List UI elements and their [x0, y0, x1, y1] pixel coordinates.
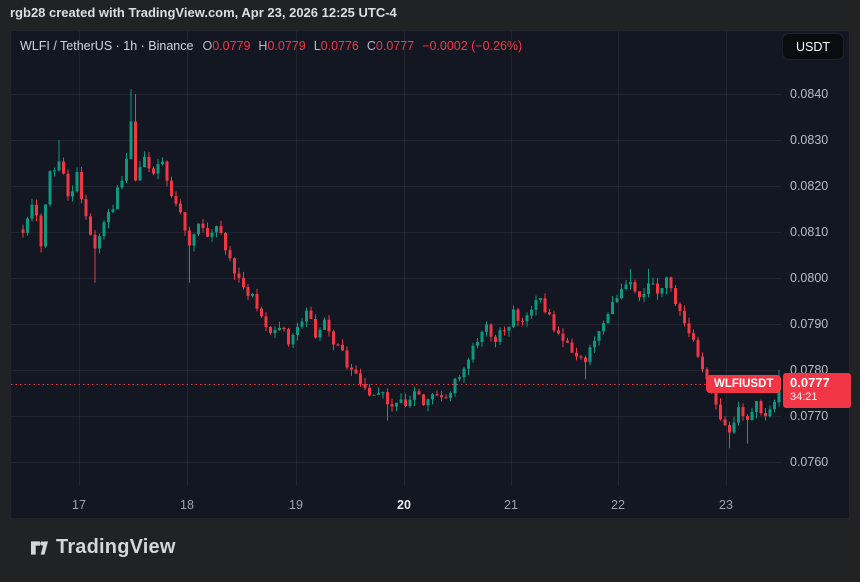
- price-axis-label: 0.0830: [790, 133, 829, 147]
- ohlc-item: O0.0779: [202, 39, 251, 53]
- bar-countdown: 34:21: [790, 391, 818, 403]
- last-price-value: 0.0777: [790, 375, 830, 390]
- ohlc-item: L0.0776: [313, 39, 359, 53]
- time-axis-label: 18: [180, 498, 194, 512]
- time-axis-label: 17: [72, 498, 86, 512]
- tradingview-logo-text: TradingView: [56, 536, 176, 558]
- time-axis-label: 20: [397, 498, 411, 512]
- tradingview-logo[interactable]: TradingView: [31, 536, 176, 559]
- price-change: −0.0002 (−0.26%): [422, 39, 523, 53]
- chart-panel: WLFI / TetherUS · 1h · Binance O0.0779 H0…: [10, 30, 851, 520]
- currency-toggle-button[interactable]: USDT: [781, 33, 844, 60]
- symbol-title[interactable]: WLFI / TetherUS · 1h · Binance: [20, 39, 194, 53]
- tradingview-logo-icon: [31, 540, 48, 555]
- chart-legend: WLFI / TetherUS · 1h · Binance O0.0779 H0…: [20, 39, 522, 53]
- price-axis-label: 0.0810: [790, 225, 829, 239]
- ohlc-item: C0.0777: [366, 39, 415, 53]
- time-axis-label: 21: [504, 498, 518, 512]
- time-axis-label: 22: [611, 498, 625, 512]
- attribution-text: rgb28 created with TradingView.com, Apr …: [10, 5, 397, 20]
- price-axis-label: 0.0770: [790, 409, 829, 423]
- price-axis-label: 0.0820: [790, 179, 829, 193]
- price-axis-label: 0.0760: [790, 455, 829, 469]
- last-price-axis-label: 0.0777 34:21: [783, 373, 851, 408]
- symbol-price-line-tag: WLFIUSDT: [706, 375, 782, 393]
- ohlc-item: H0.0779: [258, 39, 306, 53]
- price-axis-label: 0.0790: [790, 317, 829, 331]
- price-axis-label: 0.0800: [790, 271, 829, 285]
- time-axis-label: 19: [289, 498, 303, 512]
- time-axis-label: 23: [719, 498, 733, 512]
- ohlc-values: O0.0779 H0.0779 L0.0776 C0.0777: [202, 39, 422, 53]
- candlestick-chart[interactable]: [11, 31, 851, 520]
- price-axis-label: 0.0840: [790, 87, 829, 101]
